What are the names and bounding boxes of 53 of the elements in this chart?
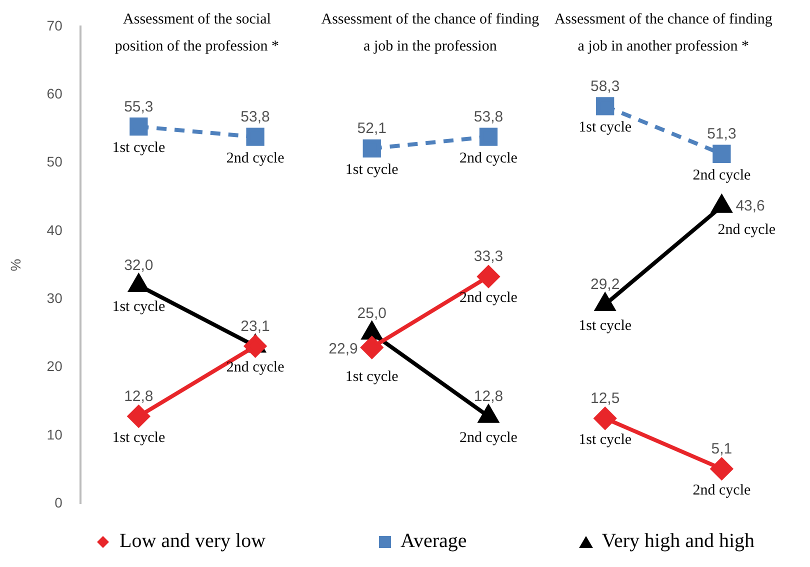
data-label: 29,2: [590, 276, 620, 294]
point: [594, 407, 616, 430]
data-label: 53,8: [474, 108, 504, 126]
point: [246, 128, 264, 146]
data-label: 5,1: [711, 440, 732, 458]
category-label: 1st cycle: [578, 318, 632, 334]
category-label: 2nd cycle: [692, 167, 751, 184]
data-label: 22,9: [328, 340, 358, 358]
category-label: 1st cycle: [112, 298, 166, 315]
data-label: 12,5: [590, 390, 620, 408]
point: [479, 128, 498, 146]
point: [710, 458, 733, 480]
data-label: 32,0: [124, 257, 154, 274]
y-axis-title: %: [7, 258, 24, 272]
annotation: Assessment of the chance of finding a job in another profession *: [554, 11, 773, 54]
point: [712, 144, 731, 163]
y-tick-label: 50: [46, 154, 63, 170]
legend-label: Average: [400, 530, 467, 553]
data-label: 12,8: [474, 388, 504, 405]
data-label: 52,1: [357, 120, 386, 138]
data-label: 58,3: [590, 78, 620, 95]
point: [362, 139, 381, 158]
legend-label: Low and very low: [119, 530, 266, 553]
category-label: 1st cycle: [345, 162, 398, 178]
point: [360, 336, 383, 358]
y-tick-label: 70: [46, 17, 63, 34]
category-label: 2nd cycle: [460, 290, 518, 306]
data-label: 43,6: [736, 198, 765, 215]
data-label: 25,0: [357, 304, 386, 322]
point: [244, 335, 266, 358]
data-label: 23,1: [240, 318, 270, 335]
data-label: 33,3: [474, 248, 504, 266]
y-tick-label: 60: [46, 85, 63, 102]
data-label: 12,8: [124, 388, 154, 405]
category-label: 2nd cycle: [718, 222, 776, 238]
y-tick-label: 10: [46, 426, 63, 442]
point: [477, 266, 500, 288]
data-label: 53,8: [240, 108, 270, 126]
y-tick-label: 20: [46, 358, 63, 374]
legend-label: Very high and high: [602, 530, 755, 553]
category-label: 1st cycle: [578, 120, 632, 136]
point: [596, 97, 614, 116]
y-tick-label: 30: [46, 290, 63, 306]
y-tick-label: 0: [54, 494, 63, 510]
category-label: 2nd cycle: [226, 360, 284, 376]
point: [130, 118, 148, 136]
category-label: 1st cycle: [112, 140, 166, 156]
data-label: 51,3: [707, 126, 736, 143]
annotation: Assessment of the social position of the profession *: [114, 11, 280, 54]
data-label: 55,3: [124, 98, 154, 116]
y-tick-label: 40: [46, 222, 63, 238]
annotation: Assessment of the chance of finding a job in the profession: [321, 11, 540, 54]
point: [128, 405, 150, 428]
